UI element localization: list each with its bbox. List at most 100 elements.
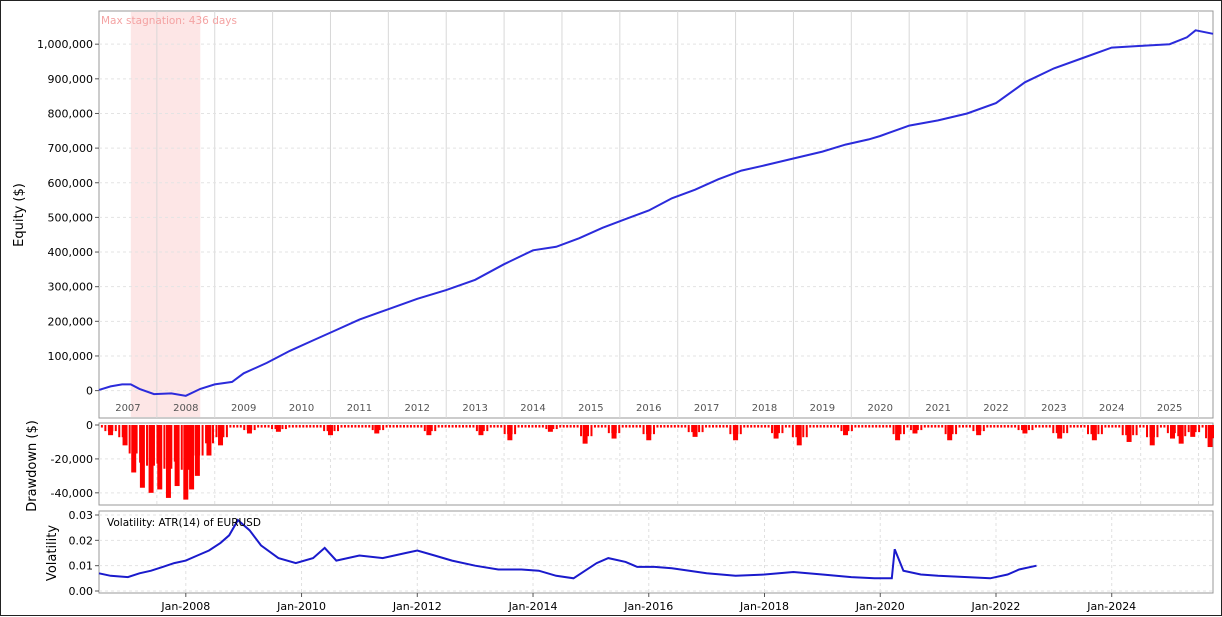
drawdown-bar-fill [1003,425,1006,428]
drawdown-bar-fill [451,425,454,428]
drawdown-bar-fill [1066,425,1069,434]
drawdown-bar-fill [305,425,308,428]
drawdown-bar-fill [194,425,197,456]
drawdown-bar-fill [663,425,666,428]
drawdown-bar-fill [253,425,256,431]
drawdown-bar-fill [152,425,155,466]
drawdown-bar-fill [399,425,402,428]
drawdown-bar-fill [861,425,864,428]
drawdown-bar-fill [972,425,975,432]
drawdown-bar-fill [1142,425,1145,428]
drawdown-bar-fill [934,425,937,428]
drawdown-y-tick-label: -20,000 [51,453,93,466]
drawdown-bar-fill [239,425,242,428]
drawdown-bar-fill [1062,425,1065,434]
drawdown-bar-fill [205,425,208,444]
drawdown-bar-fill [416,425,419,428]
equity-y-tick-label: 300,000 [48,281,94,294]
year-label: 2024 [1099,403,1124,414]
equity-y-tick-label: 200,000 [48,315,94,328]
drawdown-bar-fill [1159,425,1162,428]
drawdown-bar-fill [781,425,784,434]
drawdown-bar-fill [1152,425,1155,438]
drawdown-bar-fill [257,425,260,428]
year-label: 2021 [925,403,950,414]
drawdown-bar-fill [889,425,892,428]
drawdown-bar-fill [833,425,836,428]
drawdown-bar-fill [135,425,138,454]
drawdown-bar-fill [316,425,319,428]
drawdown-bar-fill [1080,425,1083,428]
drawdown-bar-fill [312,425,315,428]
drawdown-bar-fill [795,425,798,438]
drawdown-bar-fill [1135,425,1138,436]
drawdown-bar-fill [118,425,121,438]
drawdown-bar-fill [1177,425,1180,437]
drawdown-bar-fill [541,425,544,428]
drawdown-bar-fill [1212,425,1214,439]
volatility-panel: 0.00 0.01 0.02 0.03 Jan-2008 Jan-2010 Jan-201… [45,509,1214,613]
drawdown-bar-fill [236,425,239,428]
drawdown-bar-fill [1045,425,1048,428]
drawdown-bar [611,425,617,439]
drawdown-bar-fill [277,425,280,430]
drawdown-bar-fill [628,425,631,428]
drawdown-bar-fill [712,425,715,428]
drawdown-bar-fill [208,425,211,444]
drawdown-bar-fill [1024,425,1027,431]
year-label: 2013 [462,403,487,414]
drawdown-bar-fill [1069,425,1072,428]
drawdown-bar-fill [527,425,530,428]
drawdown-bar-fill [600,425,603,428]
volatility-x-tick-label: Jan-2020 [855,600,905,613]
drawdown-bar-fill [222,425,225,438]
drawdown-bar-fill [441,425,444,428]
drawdown-bar-fill [1139,425,1142,428]
drawdown-bar-fill [743,425,746,428]
drawdown-bar-fill [1048,425,1051,428]
drawdown-bar-fill [427,425,430,432]
drawdown-bar-fill [757,425,760,428]
drawdown-bar-fill [1100,425,1103,435]
drawdown-bar-fill [465,425,468,428]
drawdown-bar-fill [975,425,978,432]
drawdown-bar-fill [1121,425,1124,436]
volatility-x-tick-label: Jan-2008 [160,600,210,613]
drawdown-bar-fill [347,425,350,428]
drawdown-bar-fill [267,425,270,428]
drawdown-bar-fill [996,425,999,428]
drawdown-bar-fill [885,425,888,428]
volatility-line [98,518,1037,580]
drawdown-bar-fill [170,425,173,469]
equity-y-tick-label: 100,000 [48,350,94,363]
drawdown-bar-fill [573,425,576,428]
drawdown-bar-fill [583,425,586,437]
drawdown-bar-fill [128,425,131,454]
drawdown-bar-fill [1104,425,1107,428]
drawdown-bar-fill [107,425,110,432]
drawdown-bar-fill [875,425,878,428]
drawdown-bar-fill [666,425,669,428]
drawdown-bar-fill [864,425,867,428]
drawdown-y-ticks: 0 -20,000 -40,000 [51,419,99,500]
drawdown-bar-fill [1194,425,1197,433]
volatility-y-tick-label: 0.01 [69,560,94,573]
drawdown-bar-fill [788,425,791,428]
drawdown-bar-fill [868,425,871,428]
equity-y-tick-label: 900,000 [48,73,94,86]
drawdown-bar-fill [1111,425,1114,428]
year-label: 2018 [752,403,777,414]
year-labels: 2007 2008 2009 2010 2011 2012 2013 2014 2015 2016… [115,403,1182,414]
drawdown-bar-fill [1097,425,1100,435]
drawdown-bar-fill [191,425,194,464]
drawdown-bar-fill [774,425,777,434]
drawdown-bar-fill [534,425,537,428]
drawdown-bar-fill [580,425,583,437]
drawdown-bar-fill [212,425,215,444]
drawdown-bar-fill [1201,425,1204,428]
drawdown-bar [1169,425,1175,439]
volatility-y-ticks: 0.00 0.01 0.02 0.03 [69,509,99,598]
drawdown-bar-fill [698,425,701,433]
drawdown-bar-fill [243,425,246,431]
drawdown-bar-fill [364,425,367,428]
